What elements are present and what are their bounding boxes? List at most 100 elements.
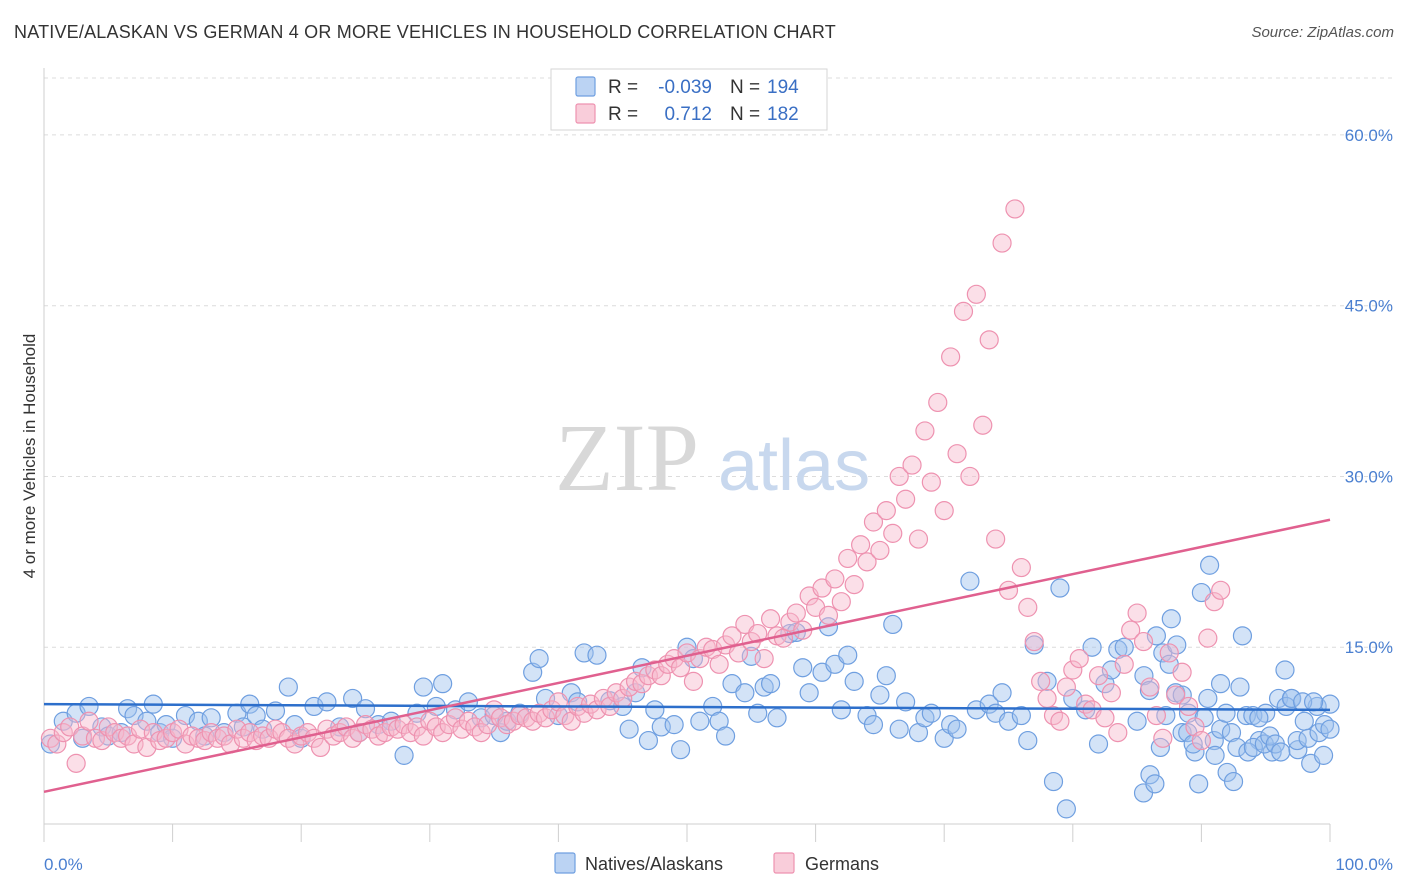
natives-point-83 [799, 683, 819, 703]
germans-point-157 [1050, 711, 1070, 731]
natives-point-63 [645, 700, 665, 720]
y-tick-label-1: 30.0% [1345, 467, 1393, 486]
germans-point-127 [857, 552, 877, 572]
series-germans [40, 199, 1231, 773]
germans-point-175 [1166, 685, 1186, 705]
germans-point-131 [883, 523, 903, 543]
germans-point-143 [960, 466, 980, 487]
natives-point-182 [1282, 688, 1302, 709]
germans-point-163 [1088, 666, 1109, 686]
natives-point-172 [1227, 737, 1247, 758]
natives-point-87 [831, 700, 851, 720]
germans-point-61 [433, 723, 453, 743]
legend-n-label-natives: N = [730, 77, 760, 98]
germans-point-182 [1211, 580, 1231, 600]
natives-point-171 [1221, 723, 1242, 743]
germans-point-144 [966, 284, 986, 304]
germans-point-1 [47, 734, 67, 754]
natives-point-72 [715, 726, 736, 746]
natives-point-162 [1172, 685, 1192, 705]
germans-point-4 [66, 753, 86, 773]
legend-swatch-natives [575, 76, 596, 97]
natives-point-4 [79, 696, 99, 717]
natives-point-37 [394, 745, 414, 765]
natives-point-102 [947, 719, 967, 739]
natives-point-141 [1236, 705, 1257, 726]
natives-point-185 [1298, 728, 1318, 748]
germans-point-123 [831, 592, 851, 612]
germans-point-171 [1140, 677, 1160, 697]
bottom-legend-swatch-natives [554, 852, 576, 874]
natives-point-82 [793, 658, 813, 678]
natives-point-186 [1303, 692, 1324, 712]
natives-point-69 [690, 711, 710, 731]
germans-point-6 [79, 711, 99, 731]
natives-point-76 [748, 703, 768, 723]
natives-point-176 [1249, 708, 1269, 728]
bottom-legend-natives: Natives/Alaskans [585, 854, 723, 874]
natives-point-50 [529, 649, 549, 669]
natives-point-18 [201, 708, 221, 728]
germans-point-67 [471, 723, 491, 743]
germans-point-172 [1146, 705, 1166, 726]
germans-point-148 [992, 233, 1012, 253]
y-tick-label-0: 15.0% [1345, 638, 1393, 657]
legend-r-label-germans: R = [608, 104, 638, 125]
natives-point-139 [1223, 771, 1244, 792]
germans-point-126 [851, 535, 871, 555]
natives-point-96 [896, 692, 916, 712]
grid [44, 77, 1393, 648]
germans-point-181 [1204, 592, 1224, 612]
germans-point-153 [1024, 631, 1044, 652]
natives-point-41 [433, 674, 453, 694]
germans-point-110 [748, 623, 768, 644]
germans-point-152 [1018, 597, 1038, 617]
natives-point-0 [40, 734, 61, 754]
natives-point-94 [883, 614, 903, 635]
germans-point-160 [1069, 649, 1089, 669]
bottom-legend-germans: Germans [805, 854, 879, 874]
legend-n-value-germans: 182 [767, 104, 799, 125]
germans-point-42 [310, 737, 331, 758]
natives-point-175 [1243, 737, 1263, 758]
legend-r-value-natives: -0.039 [658, 77, 712, 98]
germans-point-129 [870, 540, 890, 561]
natives-point-161 [1167, 635, 1187, 655]
chart-title: NATIVE/ALASKAN VS GERMAN 4 OR MORE VEHIC… [14, 22, 836, 42]
bottom-legend: Natives/Alaskans Germans [554, 852, 879, 874]
germans-point-114 [773, 628, 794, 648]
natives-point-115 [1056, 799, 1076, 819]
germans-point-146 [979, 330, 999, 350]
natives-point-123 [1114, 637, 1134, 657]
germans-point-132 [889, 466, 909, 487]
natives-point-135 [1198, 688, 1218, 709]
natives-point-92 [870, 685, 890, 705]
germans-point-92 [632, 674, 652, 694]
germans-point-112 [760, 609, 781, 629]
legend-r-label-natives: R = [608, 77, 638, 98]
bottom-legend-swatch-germans [773, 852, 795, 874]
natives-point-173 [1232, 626, 1253, 646]
natives-point-118 [1082, 637, 1102, 657]
germans-point-158 [1056, 677, 1076, 697]
y-tick-labels: 15.0% 30.0% 45.0% 60.0% [1345, 126, 1393, 657]
germans-point-138 [928, 392, 948, 413]
natives-point-39 [413, 677, 433, 697]
axes [43, 68, 1331, 842]
germans-point-151 [1011, 557, 1031, 578]
natives-point-26 [278, 677, 298, 697]
natives-point-78 [760, 674, 781, 694]
natives-point-180 [1271, 742, 1291, 762]
natives-point-107 [992, 683, 1012, 703]
germans-point-145 [973, 415, 993, 435]
natives-point-112 [1037, 671, 1057, 691]
natives-point-160 [1161, 609, 1181, 629]
natives-point-95 [889, 719, 909, 739]
x-tick-label-min: 0.0% [44, 855, 83, 874]
y-axis-title: 4 or more Vehicles in Household [20, 334, 39, 579]
x-tick-label-max: 100.0% [1335, 855, 1393, 874]
natives-point-114 [1050, 578, 1070, 598]
natives-point-155 [1134, 666, 1154, 686]
natives-point-170 [1216, 703, 1236, 723]
germans-point-174 [1159, 643, 1179, 663]
